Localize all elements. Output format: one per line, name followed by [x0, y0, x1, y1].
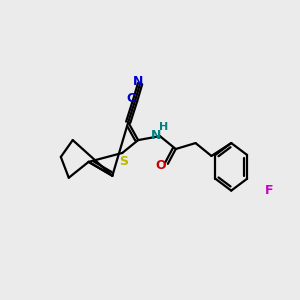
Text: O: O — [156, 159, 166, 172]
Text: N: N — [133, 75, 143, 88]
Text: F: F — [265, 184, 273, 197]
Text: N: N — [151, 129, 161, 142]
Text: S: S — [119, 155, 128, 168]
Text: H: H — [159, 122, 169, 132]
Text: C: C — [127, 92, 136, 105]
